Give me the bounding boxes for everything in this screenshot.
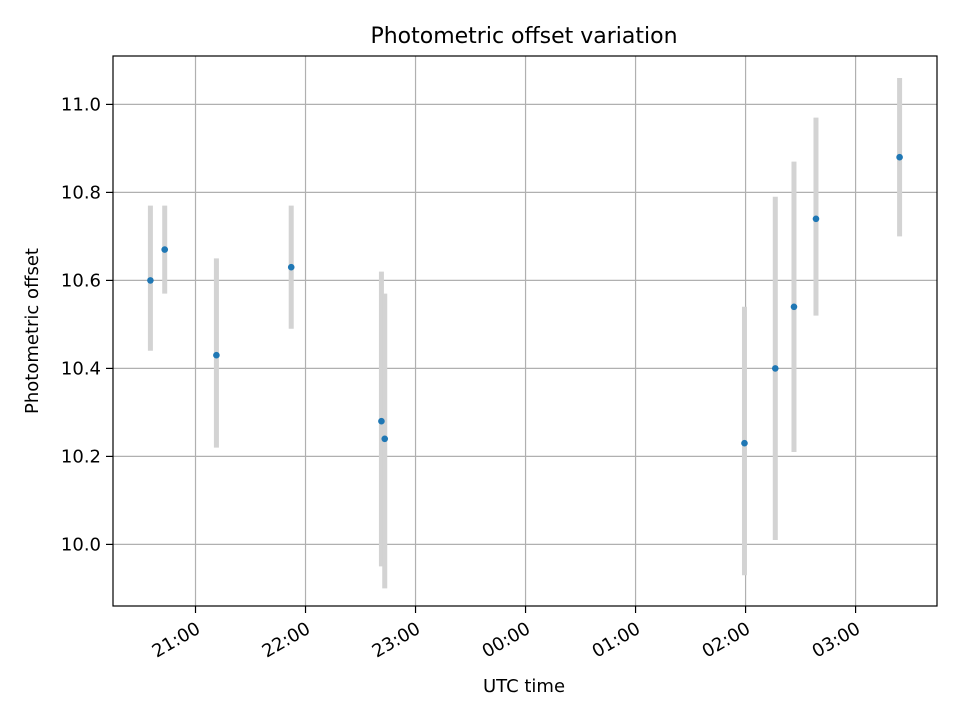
- y-tick-label: 10.0: [61, 534, 101, 555]
- y-tick-label: 10.2: [61, 446, 101, 467]
- y-tick-label: 11.0: [61, 94, 101, 115]
- chart-title: Photometric offset variation: [370, 24, 677, 49]
- data-point: [381, 435, 389, 443]
- data-point: [896, 153, 903, 161]
- y-tick-label: 10.4: [61, 358, 101, 379]
- data-points: [147, 153, 903, 447]
- data-point: [741, 439, 748, 447]
- x-axis-label: UTC time: [483, 676, 565, 697]
- data-point: [161, 246, 169, 253]
- data-point: [812, 215, 820, 223]
- data-point: [213, 351, 220, 359]
- y-axis-label: Photometric offset: [22, 248, 43, 414]
- y-tick-label: 10.6: [61, 270, 101, 291]
- data-point: [287, 263, 295, 271]
- y-tick-label: 10.8: [61, 182, 101, 203]
- data-point: [771, 365, 779, 372]
- data-point: [378, 417, 385, 425]
- y-axis-ticks: 10.0 10.2 10.4 10.6 10.8 11.0: [61, 94, 113, 555]
- data-point: [147, 277, 154, 284]
- data-point: [790, 303, 798, 311]
